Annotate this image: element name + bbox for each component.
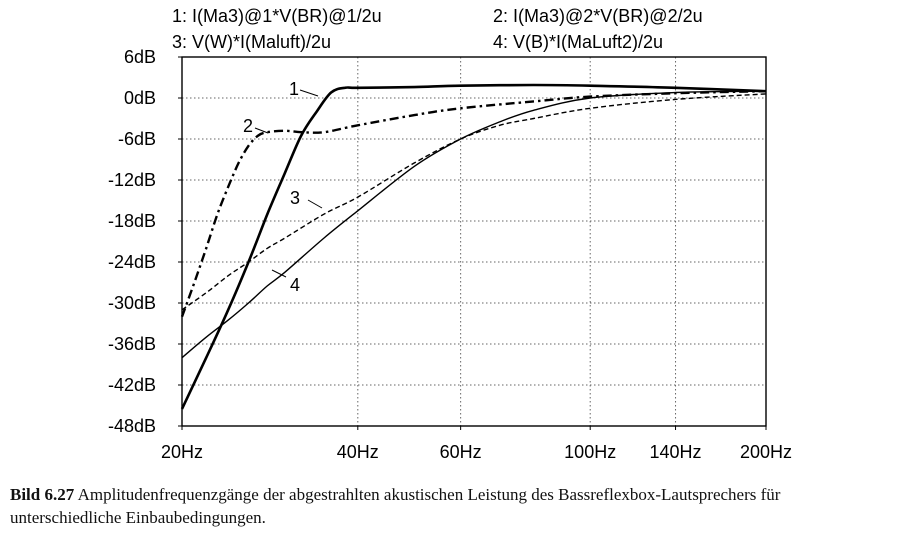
legend-entry: 4: V(B)*I(MaLuft2)/2u <box>493 32 663 52</box>
legend-entry: 1: I(Ma3)@1*V(BR)@1/2u <box>172 6 382 26</box>
y-tick-label: -24dB <box>108 252 156 272</box>
series-group <box>180 83 767 410</box>
y-tick-label: -36dB <box>108 334 156 354</box>
y-tick-label: 0dB <box>124 88 156 108</box>
series-line-2 <box>180 90 767 318</box>
y-tick-label: -18dB <box>108 211 156 231</box>
grid <box>182 57 766 426</box>
y-tick-label: 6dB <box>124 47 156 67</box>
y-tick-label: -12dB <box>108 170 156 190</box>
curve-label: 4 <box>290 275 300 295</box>
y-tick-label: -42dB <box>108 375 156 395</box>
y-tick-label: -6dB <box>118 129 156 149</box>
caption-label: Bild 6.27 <box>10 485 75 504</box>
y-tick-label: -48dB <box>108 416 156 436</box>
y-tick-label: -30dB <box>108 293 156 313</box>
curve-label-leader <box>254 127 269 134</box>
legend-entry: 2: I(Ma3)@2*V(BR)@2/2u <box>493 6 703 26</box>
x-tick-labels: 20Hz 40Hz 60Hz 100Hz 140Hz 200Hz <box>161 426 792 462</box>
series-line-4 <box>181 90 767 359</box>
x-tick-label: 40Hz <box>337 442 379 462</box>
x-tick-label: 20Hz <box>161 442 203 462</box>
curve-label: 2 <box>243 116 253 136</box>
curve-label-leader <box>271 269 287 278</box>
curve-label-leader <box>299 89 319 97</box>
x-tick-label: 200Hz <box>740 442 792 462</box>
series-line-3 <box>181 93 767 311</box>
curve-label-leader <box>307 199 323 209</box>
curve-labels: 1 2 3 4 <box>243 79 323 295</box>
curve-label: 1 <box>289 79 299 99</box>
legend-entry: 3: V(W)*I(Maluft)/2u <box>172 32 331 52</box>
y-tick-labels: 6dB 0dB -6dB -12dB -18dB -24dB -30dB -36dB -42dB… <box>108 47 182 436</box>
caption-text: Amplitudenfrequenzgänge der abgestrahlte… <box>10 485 781 527</box>
x-tick-label: 100Hz <box>564 442 616 462</box>
curve-label: 3 <box>290 188 300 208</box>
legend: 1: I(Ma3)@1*V(BR)@1/2u 2: I(Ma3)@2*V(BR)@… <box>172 6 703 52</box>
series-line-1 <box>180 83 767 410</box>
plot-frame <box>181 56 767 427</box>
frequency-response-chart: 1: I(Ma3)@1*V(BR)@1/2u 2: I(Ma3)@2*V(BR)@… <box>108 6 792 462</box>
x-tick-label: 60Hz <box>440 442 482 462</box>
figure-caption: Bild 6.27 Amplitudenfrequenzgänge der ab… <box>10 483 890 529</box>
x-tick-label: 140Hz <box>650 442 702 462</box>
